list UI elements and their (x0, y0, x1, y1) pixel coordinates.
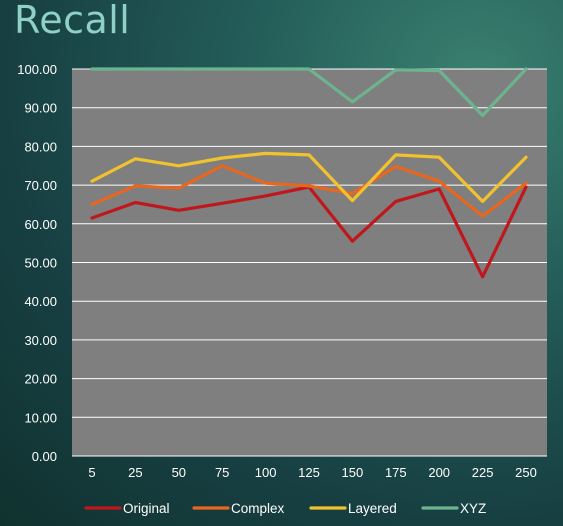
x-tick-label: 25 (128, 465, 142, 480)
legend: Original Complex Layered XYZ (84, 501, 486, 516)
legend-label: Original (123, 501, 170, 516)
y-tick-label: 20.00 (24, 372, 57, 387)
series-line-xyz (90, 67, 528, 118)
x-tick-label: 225 (472, 465, 494, 480)
y-tick-label: 30.00 (24, 333, 57, 348)
chart-title: Recall (14, 0, 131, 42)
legend-label: Complex (231, 501, 285, 516)
legend-label: XYZ (460, 501, 486, 516)
y-tick-label: 40.00 (24, 294, 57, 309)
x-tick-label: 75 (215, 465, 229, 480)
legend-label: Layered (348, 501, 397, 516)
x-tick-label: 175 (385, 465, 407, 480)
y-tick-label: 60.00 (24, 217, 57, 232)
y-tick-label: 0.00 (32, 449, 57, 464)
x-tick-label: 200 (428, 465, 450, 480)
series-line-layered (90, 151, 528, 203)
y-tick-label: 100.00 (17, 62, 57, 77)
y-tick-label: 90.00 (24, 101, 57, 116)
x-tick-label: 5 (88, 465, 95, 480)
x-tick-label: 50 (172, 465, 186, 480)
y-tick-label: 70.00 (24, 178, 57, 193)
series-lines (90, 67, 528, 279)
y-tick-label: 50.00 (24, 256, 57, 271)
y-axis-ticks: 0.00 10.00 20.00 30.00 40.00 50.00 60.00 70.00 8… (17, 62, 57, 464)
y-tick-label: 80.00 (24, 139, 57, 154)
series-line-complex (90, 164, 528, 218)
x-tick-label: 100 (255, 465, 277, 480)
y-tick-label: 10.00 (24, 410, 57, 425)
x-tick-label: 125 (298, 465, 320, 480)
x-tick-label: 150 (342, 465, 364, 480)
x-axis-ticks: 5 25 50 75 100 125 150 175 200 225 250 (88, 465, 536, 480)
x-tick-label: 250 (515, 465, 537, 480)
